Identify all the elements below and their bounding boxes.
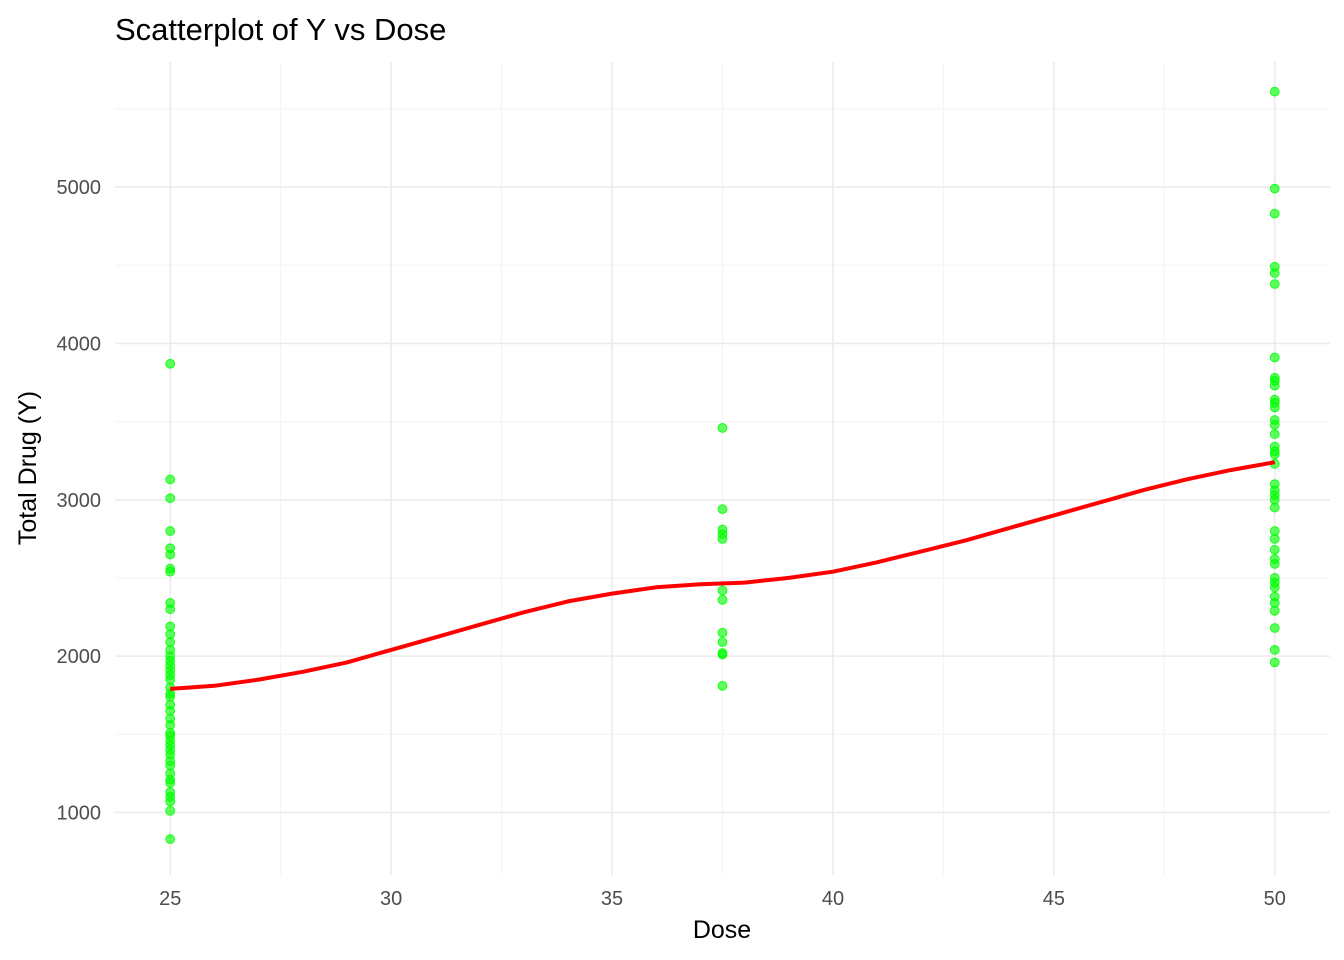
data-point xyxy=(165,834,176,844)
trend-line xyxy=(170,460,1276,691)
data-point xyxy=(717,627,728,638)
x-axis-ticks: 25 30 35 40 45 50 xyxy=(159,888,1286,910)
data-point xyxy=(717,649,728,660)
x-tick-label: 25 xyxy=(159,888,181,910)
data-point xyxy=(1269,429,1280,440)
data-point xyxy=(717,637,728,647)
y-tick-label: 2000 xyxy=(57,646,102,668)
x-tick-label: 35 xyxy=(601,888,623,910)
data-point xyxy=(1269,502,1280,513)
data-point xyxy=(165,358,176,369)
data-point xyxy=(1269,558,1280,569)
data-point xyxy=(165,796,176,807)
y-tick-label: 3000 xyxy=(57,490,102,512)
y-axis-ticks: 1000 2000 3000 4000 5000 xyxy=(57,177,102,824)
data-point xyxy=(1269,449,1280,460)
x-tick-label: 45 xyxy=(1043,888,1065,910)
y-tick-label: 4000 xyxy=(57,333,102,355)
data-point xyxy=(165,526,176,536)
data-point xyxy=(717,680,728,691)
x-tick-label: 40 xyxy=(822,888,844,910)
x-tick-label: 50 xyxy=(1264,888,1286,910)
data-point xyxy=(1269,352,1280,363)
data-point xyxy=(1269,644,1280,655)
data-point xyxy=(165,493,176,504)
y-axis-title: Total Drug (Y) xyxy=(14,391,42,545)
data-point xyxy=(165,604,176,615)
data-point xyxy=(717,533,728,544)
data-point xyxy=(1269,279,1280,289)
data-point xyxy=(165,566,176,577)
data-point xyxy=(1269,544,1280,555)
data-point xyxy=(165,805,176,816)
data-point xyxy=(717,504,728,515)
data-point xyxy=(1269,582,1280,593)
data-point xyxy=(165,549,176,560)
data-point xyxy=(1269,268,1280,278)
data-point xyxy=(1269,183,1280,194)
x-axis-title: Dose xyxy=(693,916,751,944)
data-point xyxy=(1269,86,1280,97)
data-point xyxy=(1269,533,1280,544)
data-point xyxy=(1269,657,1280,668)
y-tick-label: 5000 xyxy=(57,177,102,199)
data-point xyxy=(1269,402,1280,413)
chart-title: Scatterplot of Y vs Dose xyxy=(115,12,446,47)
data-point xyxy=(1269,623,1280,633)
y-tick-label: 1000 xyxy=(57,802,102,824)
data-point xyxy=(1269,380,1280,391)
trend-line-group xyxy=(170,460,1276,691)
data-point xyxy=(717,594,728,605)
data-point xyxy=(165,474,176,485)
data-points xyxy=(165,86,1280,844)
data-point xyxy=(717,585,728,596)
data-point xyxy=(1269,605,1280,616)
x-tick-label: 30 xyxy=(380,888,402,910)
data-point xyxy=(1269,208,1280,219)
data-point xyxy=(1269,419,1280,430)
data-point xyxy=(717,422,728,433)
data-point xyxy=(165,777,176,788)
